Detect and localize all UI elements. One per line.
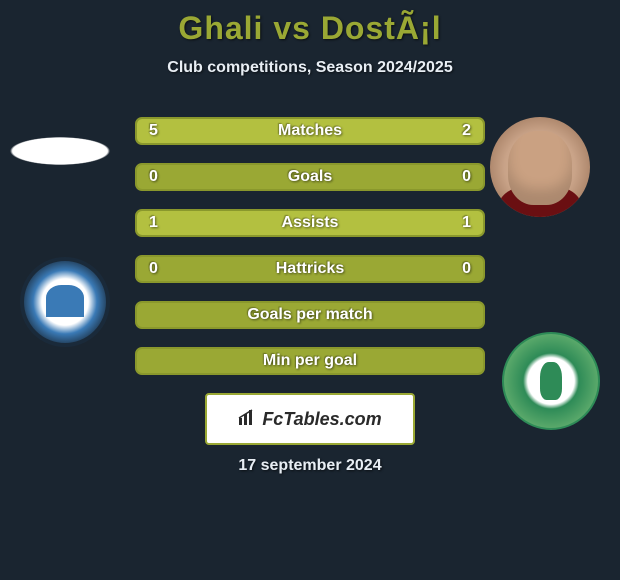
stat-row: 52Matches: [135, 117, 485, 145]
subtitle: Club competitions, Season 2024/2025: [0, 59, 620, 77]
stat-label: Min per goal: [137, 352, 483, 370]
chart-icon: [238, 408, 256, 431]
comparison-card: Ghali vs DostÃ¡l Club competitions, Seas…: [0, 0, 620, 475]
stats-area: 52Matches 00Goals 11Assists 00Hattricks Goal…: [0, 117, 620, 375]
branding-text: FcTables.com: [262, 409, 381, 430]
stat-row: Min per goal: [135, 347, 485, 375]
stat-label: Hattricks: [137, 260, 483, 278]
club-badge-right: [502, 332, 600, 430]
stat-label: Goals per match: [137, 306, 483, 324]
player-left-avatar: [10, 137, 110, 165]
player-right-avatar: [490, 117, 590, 217]
stat-row: Goals per match: [135, 301, 485, 329]
stat-label: Assists: [137, 214, 483, 232]
date: 17 september 2024: [0, 457, 620, 475]
branding-badge: FcTables.com: [205, 393, 415, 445]
stat-row: 11Assists: [135, 209, 485, 237]
club-badge-left: [20, 257, 110, 347]
stat-label: Goals: [137, 168, 483, 186]
page-title: Ghali vs DostÃ¡l: [0, 10, 620, 47]
stat-row: 00Goals: [135, 163, 485, 191]
stat-rows: 52Matches 00Goals 11Assists 00Hattricks Goal…: [135, 117, 485, 375]
stat-label: Matches: [137, 122, 483, 140]
stat-row: 00Hattricks: [135, 255, 485, 283]
